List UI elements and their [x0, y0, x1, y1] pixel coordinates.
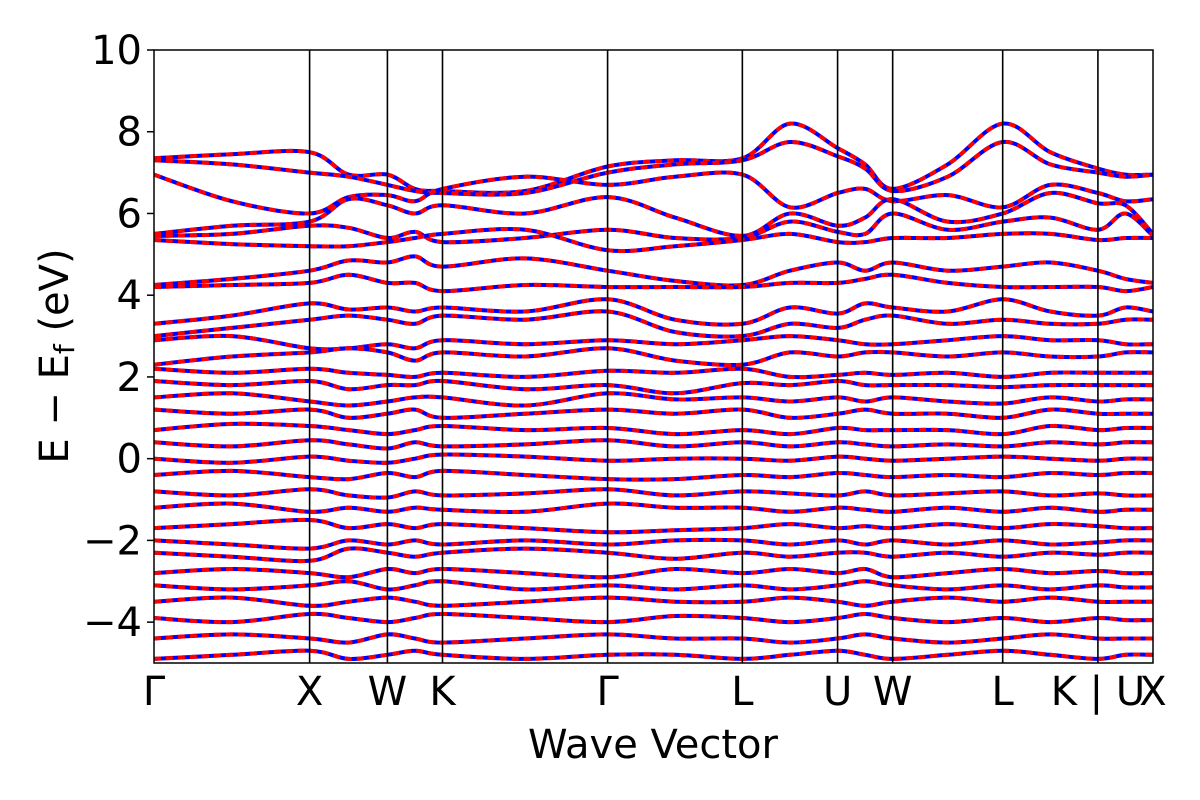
x-tick-label-9: K | U: [1051, 669, 1145, 715]
y-tick-label-1: −2: [83, 518, 142, 564]
band-solid-9: [154, 309, 1153, 339]
band-dashed-16: [154, 421, 1153, 437]
band-dashed-3: [154, 190, 1153, 238]
band-dashed-28: [154, 611, 1153, 625]
band-dashed-23: [154, 537, 1153, 551]
band-dashed-29: [154, 632, 1153, 645]
bands-layer: [154, 121, 1153, 661]
high-symmetry-lines: [308, 50, 1099, 663]
band-dashed-25: [154, 566, 1153, 580]
band-dashed-5: [154, 227, 1153, 254]
plot-frame: [153, 49, 1154, 664]
y-tick-label-6: 8: [117, 110, 142, 156]
band-dashed-7: [154, 272, 1153, 294]
band-dashed-22: [154, 517, 1153, 535]
band-dashed-19: [154, 468, 1153, 482]
y-tick-label-0: −4: [83, 600, 142, 646]
x-tick-label-1: X: [296, 669, 323, 715]
band-dashed-14: [154, 391, 1153, 408]
band-dashed-21: [154, 501, 1153, 515]
y-axis-title-e2: E: [32, 354, 78, 379]
y-axis-title-subscript: f: [48, 343, 81, 354]
band-solid-4: [154, 211, 1153, 245]
x-tick-label-5: L: [731, 669, 754, 715]
band-dashed-27: [154, 595, 1153, 608]
y-tick-label-4: 4: [117, 273, 142, 319]
y-axis-title-minus: −: [32, 379, 78, 438]
band-dashed-1: [154, 139, 1153, 197]
x-tick-label-10: X: [1139, 669, 1166, 715]
band-dashed-15: [154, 407, 1153, 420]
x-tick-label-8: L: [992, 669, 1015, 715]
band-dashed-26: [154, 579, 1153, 592]
y-tick-label-2: 0: [117, 437, 142, 483]
y-tick-label-3: 2: [117, 355, 142, 401]
x-tick-label-0: Γ: [143, 669, 166, 715]
band-dashed-6: [154, 254, 1153, 288]
band-solid-11: [154, 346, 1153, 368]
y-axis-title-e1: E: [32, 438, 78, 463]
x-tick-label-7: W: [873, 669, 913, 715]
y-tick-label-5: 6: [117, 191, 142, 237]
y-tick-label-7: 10: [91, 28, 142, 74]
band-dashed-30: [154, 648, 1153, 661]
band-dashed-20: [154, 487, 1153, 500]
x-tick-label-6: U: [823, 669, 852, 715]
band-dashed-17: [154, 438, 1153, 451]
y-axis-title: E − Ef (eV): [32, 248, 81, 463]
band-dashed-18: [154, 452, 1153, 465]
band-dashed-24: [154, 546, 1153, 564]
band-dashed-2: [154, 170, 1153, 216]
band-dashed-13: [154, 378, 1153, 396]
band-dashed-8: [154, 297, 1153, 327]
x-tick-label-3: K: [429, 669, 457, 715]
x-axis-title: Wave Vector: [528, 722, 779, 768]
x-tick-label-2: W: [368, 669, 408, 715]
band-dashed-12: [154, 366, 1153, 380]
x-tick-label-4: Γ: [596, 669, 619, 715]
y-axis-title-unit: (eV): [32, 248, 78, 344]
y-ticks: −4 −2 0 2 4 6 8 10: [83, 28, 154, 646]
